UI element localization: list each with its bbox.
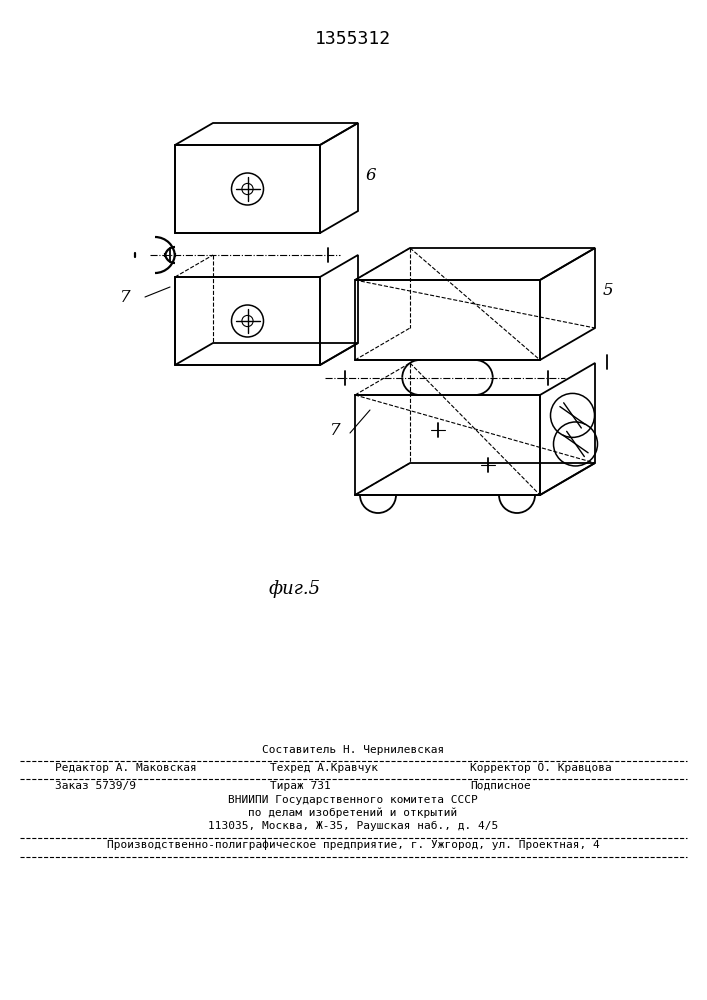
Text: 7: 7: [120, 289, 131, 306]
Text: 1355312: 1355312: [315, 30, 391, 48]
Text: по делам изобретений и открытий: по делам изобретений и открытий: [248, 808, 457, 818]
Text: 5: 5: [603, 282, 614, 299]
Text: 6: 6: [366, 167, 377, 184]
Text: Тираж 731: Тираж 731: [270, 781, 331, 791]
Text: Производственно-полиграфическое предприятие, г. Ужгород, ул. Проектная, 4: Производственно-полиграфическое предприя…: [107, 840, 600, 850]
Text: Составитель Н. Чернилевская: Составитель Н. Чернилевская: [262, 745, 444, 755]
Text: 113035, Москва, Ж-35, Раушская наб., д. 4/5: 113035, Москва, Ж-35, Раушская наб., д. …: [208, 821, 498, 831]
Text: ВНИИПИ Государственного комитета СССР: ВНИИПИ Государственного комитета СССР: [228, 795, 478, 805]
Text: Подписное: Подписное: [470, 781, 531, 791]
Text: Редактор А. Маковская: Редактор А. Маковская: [55, 763, 197, 773]
Text: фиг.5: фиг.5: [269, 580, 321, 598]
Text: Техред А.Кравчук: Техред А.Кравчук: [270, 763, 378, 773]
Text: 7: 7: [330, 422, 341, 439]
Text: Корректор О. Кравцова: Корректор О. Кравцова: [470, 763, 612, 773]
Text: Заказ 5739/9: Заказ 5739/9: [55, 781, 136, 791]
